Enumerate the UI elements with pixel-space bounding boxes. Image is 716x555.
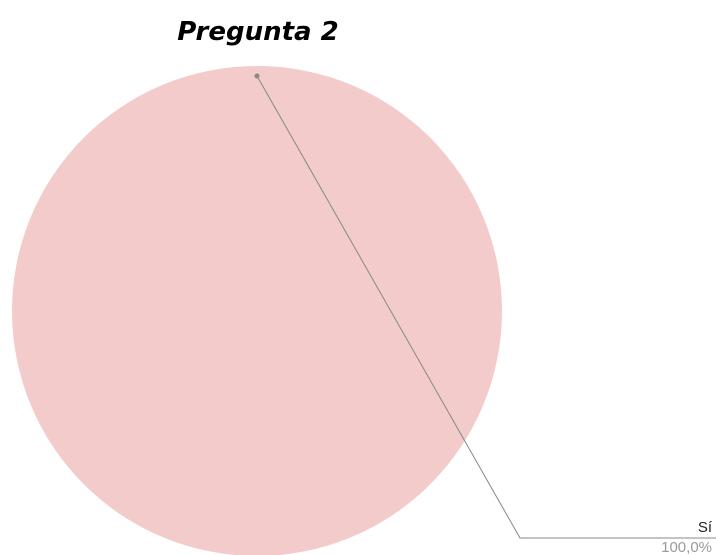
pie-slice bbox=[12, 66, 502, 555]
slice-label: Sí bbox=[698, 519, 713, 536]
chart-title: Pregunta 2 bbox=[177, 17, 338, 47]
leader-line bbox=[256, 75, 716, 539]
leader-dot bbox=[254, 73, 260, 79]
slice-value-label: 100,0% bbox=[661, 539, 712, 555]
